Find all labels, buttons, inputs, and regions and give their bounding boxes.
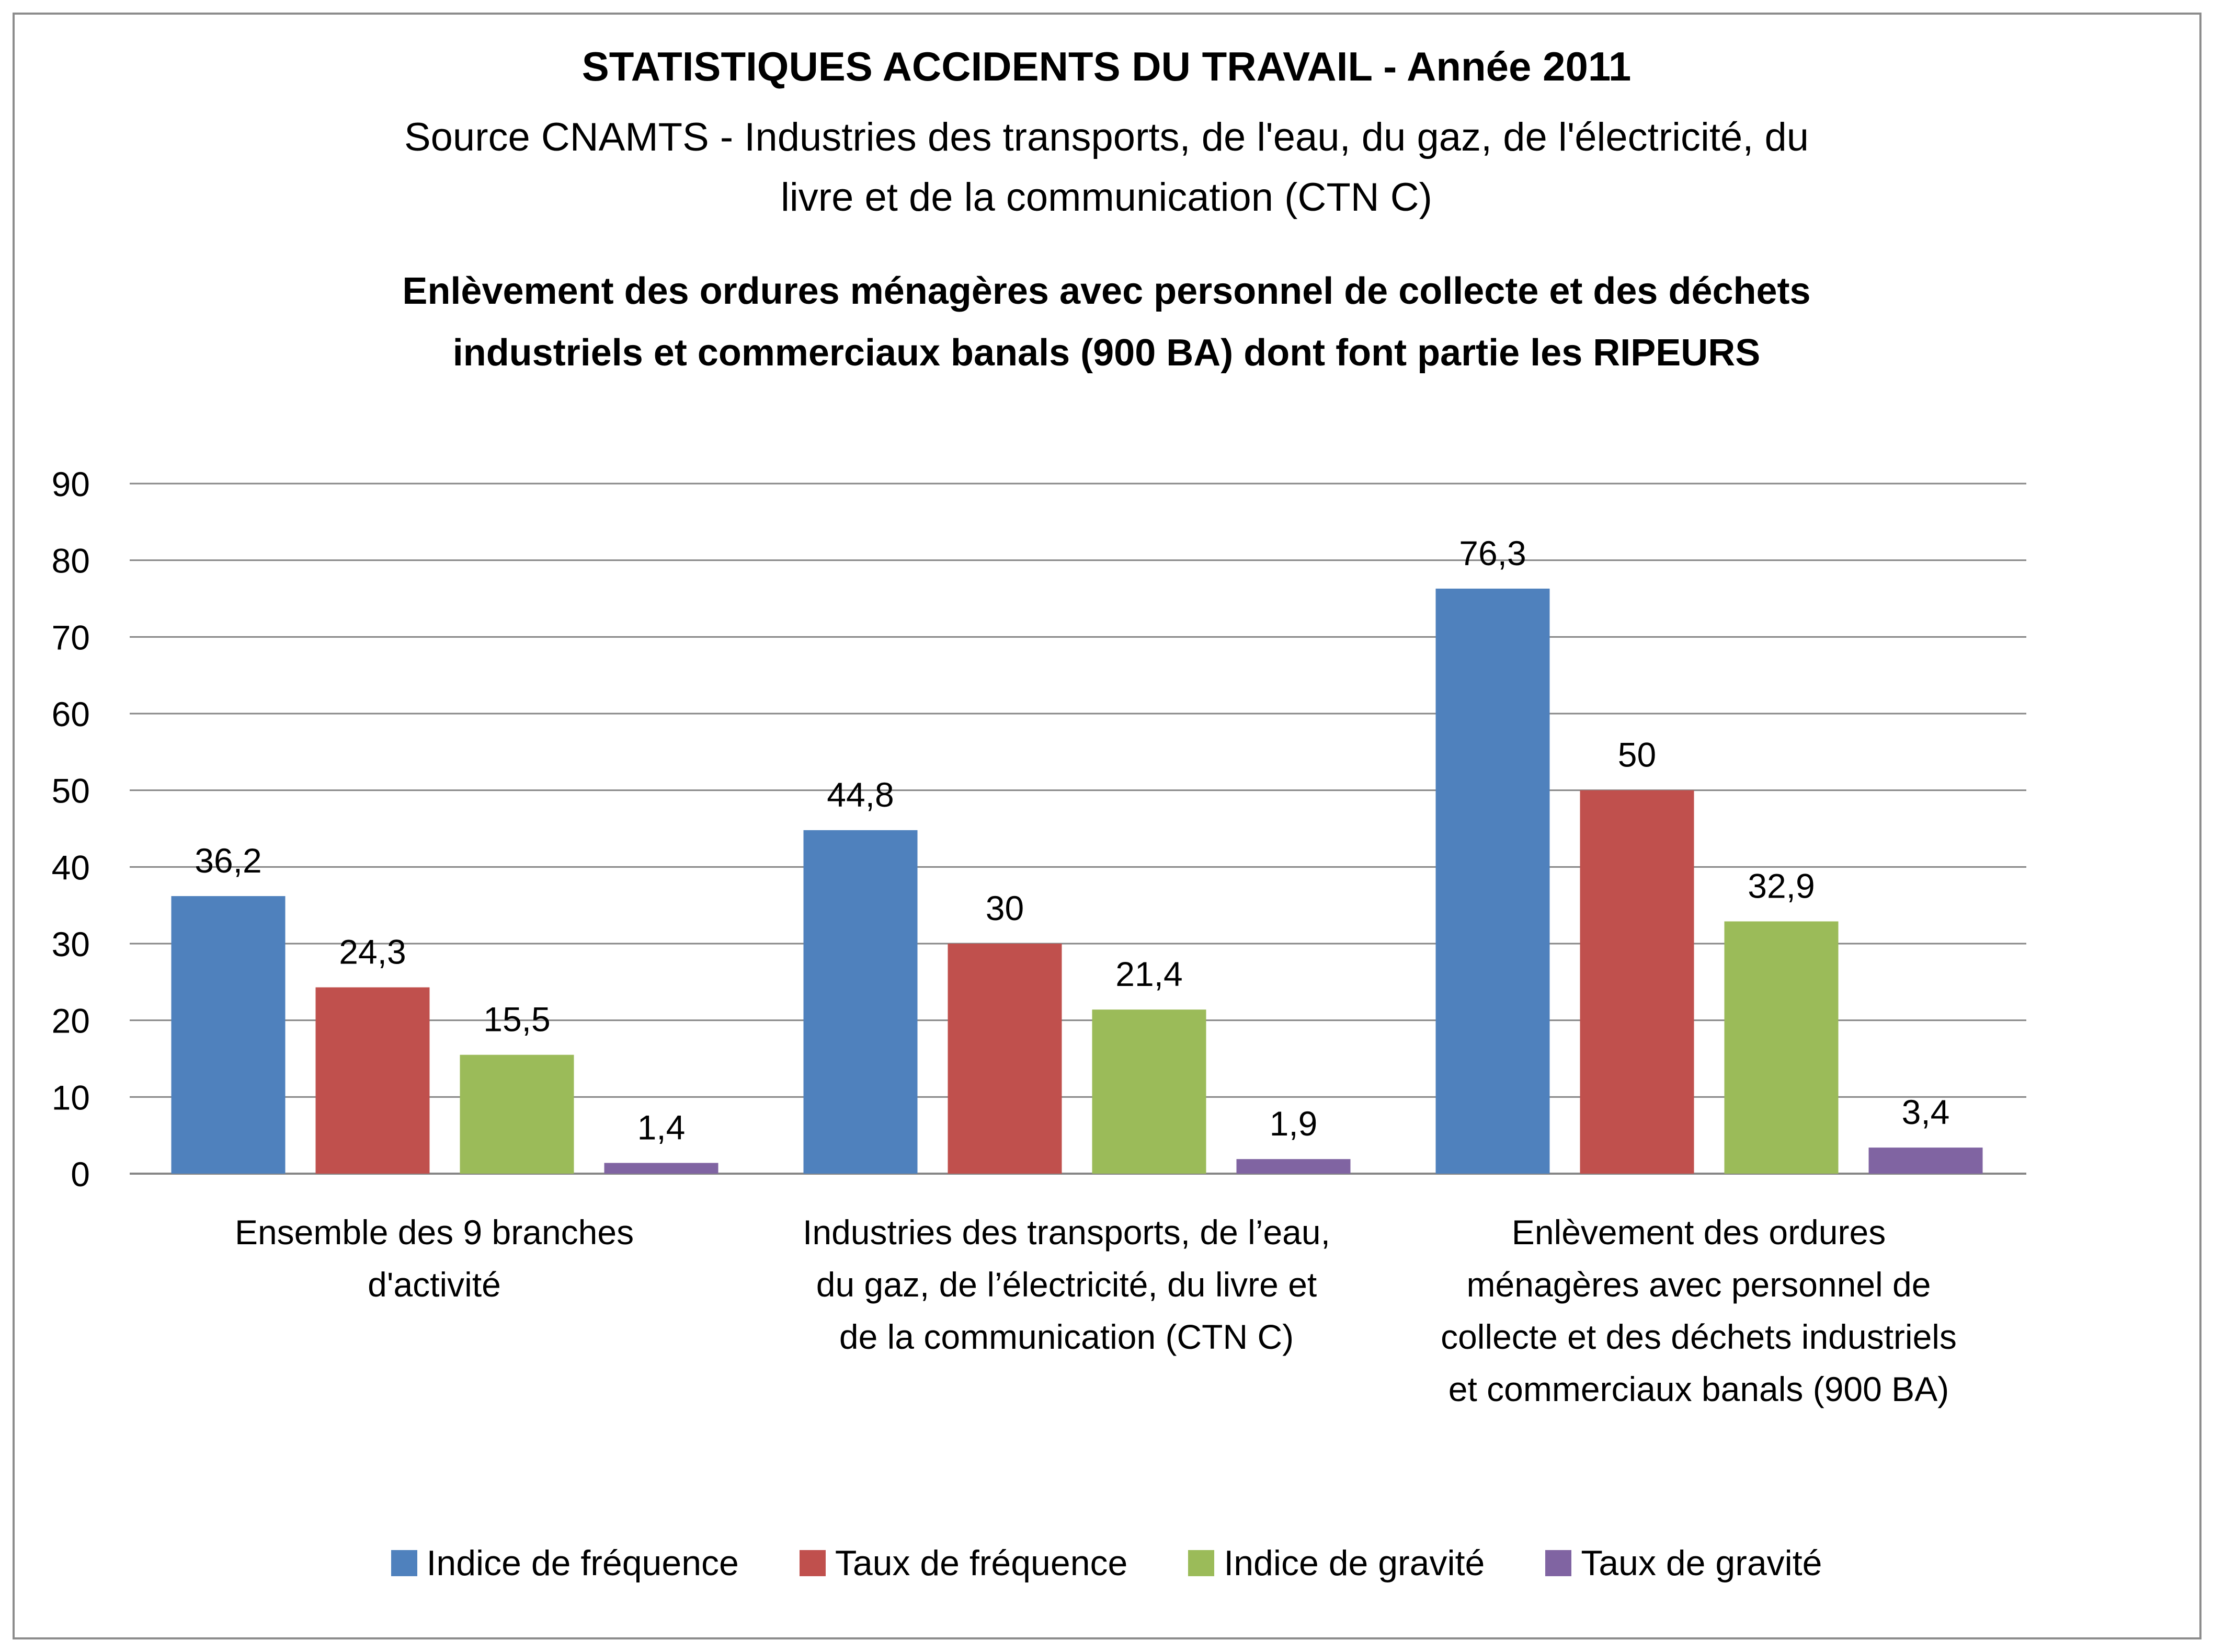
bar [1236, 1159, 1351, 1174]
legend-label: Taux de fréquence [835, 1543, 1128, 1583]
data-label: 1,9 [1270, 1104, 1318, 1143]
data-label: 1,4 [637, 1108, 686, 1146]
chart-subtitle: Source CNAMTS - Industries des transport… [0, 107, 2213, 227]
y-tick-label: 10 [52, 1078, 90, 1117]
legend-label: Indice de gravité [1224, 1543, 1485, 1583]
legend-item: Taux de fréquence [799, 1543, 1128, 1584]
bar [1580, 790, 1694, 1174]
y-tick-label: 20 [52, 1002, 90, 1040]
category-label: ménagères avec personnel de [1467, 1265, 1931, 1304]
category-label: Enlèvement des ordures [1512, 1213, 1886, 1252]
category-label: du gaz, de l’électricité, du livre et [816, 1265, 1317, 1304]
data-label: 21,4 [1115, 955, 1182, 993]
chart-title: STATISTIQUES ACCIDENTS DU TRAVAIL - Anné… [581, 43, 1632, 89]
category-label: et commerciaux banals (900 BA) [1448, 1370, 1949, 1408]
bar [604, 1163, 718, 1174]
legend-swatch [799, 1550, 826, 1576]
category-label: d'activité [368, 1265, 501, 1304]
y-tick-label: 80 [52, 542, 90, 580]
y-tick-label: 50 [52, 772, 90, 810]
chart-heading-line: Enlèvement des ordures ménagères avec pe… [402, 270, 1811, 312]
data-label: 44,8 [827, 775, 894, 814]
data-label: 15,5 [483, 1000, 550, 1039]
y-tick-label: 30 [52, 925, 90, 963]
subtitle-line: Source CNAMTS - Industries des transport… [404, 115, 1809, 159]
data-label: 50 [1618, 736, 1656, 774]
legend-item: Taux de gravité [1545, 1543, 1822, 1584]
data-label: 30 [986, 889, 1024, 927]
y-tick-label: 0 [71, 1155, 90, 1194]
legend-label: Indice de fréquence [426, 1543, 739, 1583]
data-label: 36,2 [195, 841, 261, 880]
legend-item: Indice de gravité [1188, 1543, 1485, 1584]
chart-legend: Indice de fréquence Taux de fréquence Indi… [0, 1532, 2213, 1594]
legend-item: Indice de fréquence [391, 1543, 739, 1584]
bar [1724, 921, 1839, 1174]
legend-swatch [1188, 1550, 1215, 1576]
category-label: de la communication (CTN C) [839, 1317, 1294, 1356]
category-label: Ensemble des 9 branches [235, 1213, 634, 1252]
bar [948, 944, 1062, 1174]
bar [1092, 1009, 1206, 1174]
data-label: 76,3 [1459, 534, 1526, 572]
y-tick-label: 40 [52, 848, 90, 887]
chart-heading-line: industriels et commerciaux banals (900 B… [452, 332, 1761, 374]
data-label: 24,3 [339, 933, 406, 971]
chart-heading: Enlèvement des ordures ménagères avec pe… [0, 260, 2213, 384]
legend-swatch [1545, 1550, 1572, 1576]
bar [171, 896, 286, 1174]
y-tick-label: 70 [52, 618, 90, 657]
legend-label: Taux de gravité [1581, 1543, 1822, 1583]
subtitle-line: livre et de la communication (CTN C) [781, 175, 1432, 220]
bar [803, 830, 918, 1174]
data-label: 3,4 [1902, 1093, 1950, 1131]
bar [460, 1054, 574, 1174]
y-tick-label: 60 [52, 695, 90, 733]
chart-frame [13, 13, 2201, 1639]
bar [315, 987, 430, 1174]
data-label: 32,9 [1748, 866, 1815, 905]
bar [1435, 588, 1550, 1174]
category-label: Industries des transports, de l’eau, [803, 1213, 1330, 1252]
legend-swatch [391, 1550, 417, 1576]
category-label: collecte et des déchets industriels [1441, 1317, 1957, 1356]
bar [1868, 1148, 1983, 1174]
y-tick-label: 90 [52, 465, 90, 503]
